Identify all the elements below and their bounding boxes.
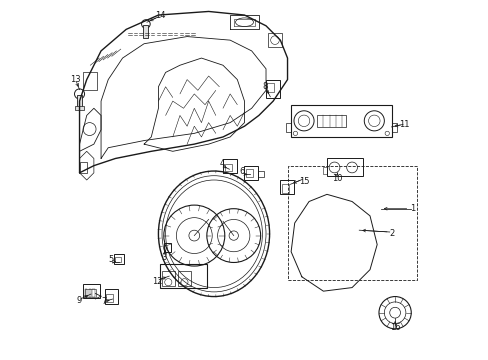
Bar [163,243,171,252]
Text: 12: 12 [152,276,163,285]
Bar [178,271,190,286]
Text: 16: 16 [389,323,400,332]
Bar [143,25,148,39]
Text: 7: 7 [101,297,106,306]
Text: 4: 4 [219,159,224,168]
Bar [83,284,100,298]
Text: 3: 3 [161,253,166,262]
Bar [77,95,82,108]
Bar [223,159,236,173]
Text: 9: 9 [76,296,81,305]
Text: 10: 10 [332,174,342,183]
Bar [88,289,91,297]
Text: 6: 6 [239,167,244,176]
Bar [391,123,396,132]
Bar [265,80,280,98]
Text: 2: 2 [388,229,393,238]
Bar [162,271,174,286]
Bar [326,158,362,176]
Bar [104,289,118,304]
Bar [85,289,87,297]
Bar [317,115,346,127]
Bar [280,180,293,194]
Bar [85,289,96,297]
Text: 8: 8 [262,82,267,91]
Bar [258,171,263,177]
Bar [75,107,83,110]
Bar [115,257,121,262]
Bar [290,105,391,137]
Text: 11: 11 [398,120,408,129]
Bar [92,289,94,297]
Text: 15: 15 [299,177,309,186]
Bar [244,166,258,180]
Bar [267,33,282,47]
Text: 13: 13 [70,75,81,84]
Bar [285,123,290,132]
Bar [80,162,86,173]
Bar [246,168,253,177]
Bar [282,184,289,193]
Bar [224,164,231,171]
Text: 14: 14 [155,10,165,19]
Bar [113,253,124,264]
Bar [106,294,113,302]
Bar [266,83,274,92]
Bar [160,264,206,288]
Text: 5: 5 [108,255,113,264]
Text: 1: 1 [409,204,415,213]
Bar [323,167,326,174]
